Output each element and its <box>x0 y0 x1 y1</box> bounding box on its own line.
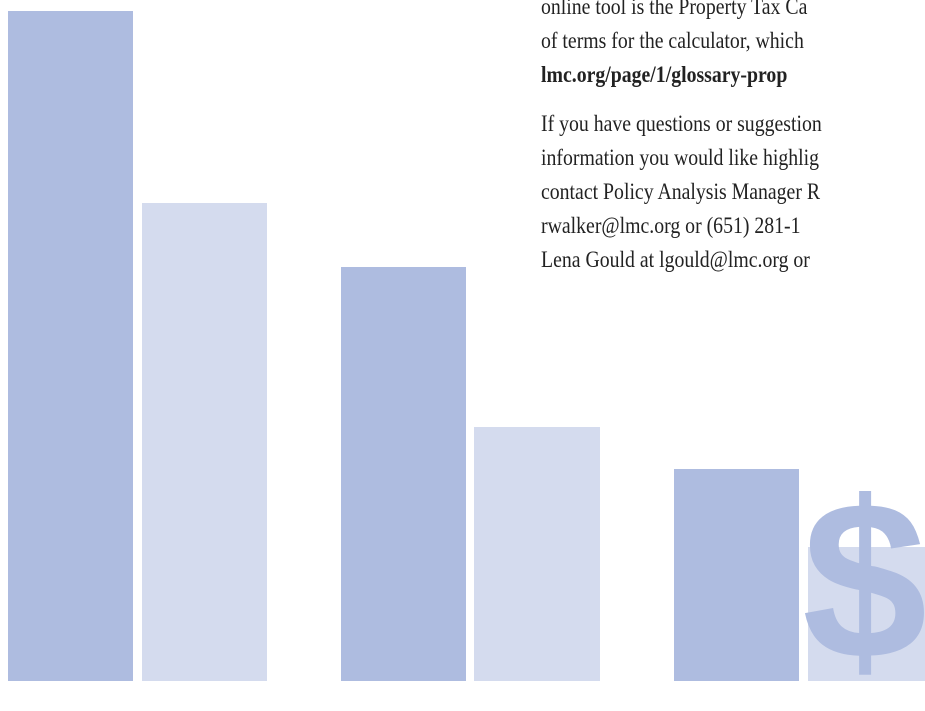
text-line: rwalker@lmc.org or (651) 281-1 <box>541 213 801 238</box>
dollar-icon: $ <box>802 454 925 706</box>
text-line: online tool is the Property Tax Ca <box>541 0 808 19</box>
text-line: contact Policy Analysis Manager R <box>541 179 821 204</box>
decor-bar <box>341 267 466 681</box>
link-text: lmc.org/page/1/glossary-prop <box>541 62 788 87</box>
decor-bar <box>674 469 799 681</box>
decor-bar <box>474 427 600 681</box>
text-line: information you would like highlig <box>541 145 819 170</box>
decor-bar <box>8 11 133 681</box>
text-line: of terms for the calculator, which <box>541 28 804 53</box>
decor-bar <box>142 203 267 681</box>
decor-bar <box>808 547 925 681</box>
body-text: online tool is the Property Tax Ca of ter… <box>541 0 925 277</box>
text-line: If you have questions or suggestion <box>541 111 822 136</box>
text-line: Lena Gould at lgould@lmc.org or <box>541 247 810 272</box>
paragraph-gap <box>541 92 925 107</box>
